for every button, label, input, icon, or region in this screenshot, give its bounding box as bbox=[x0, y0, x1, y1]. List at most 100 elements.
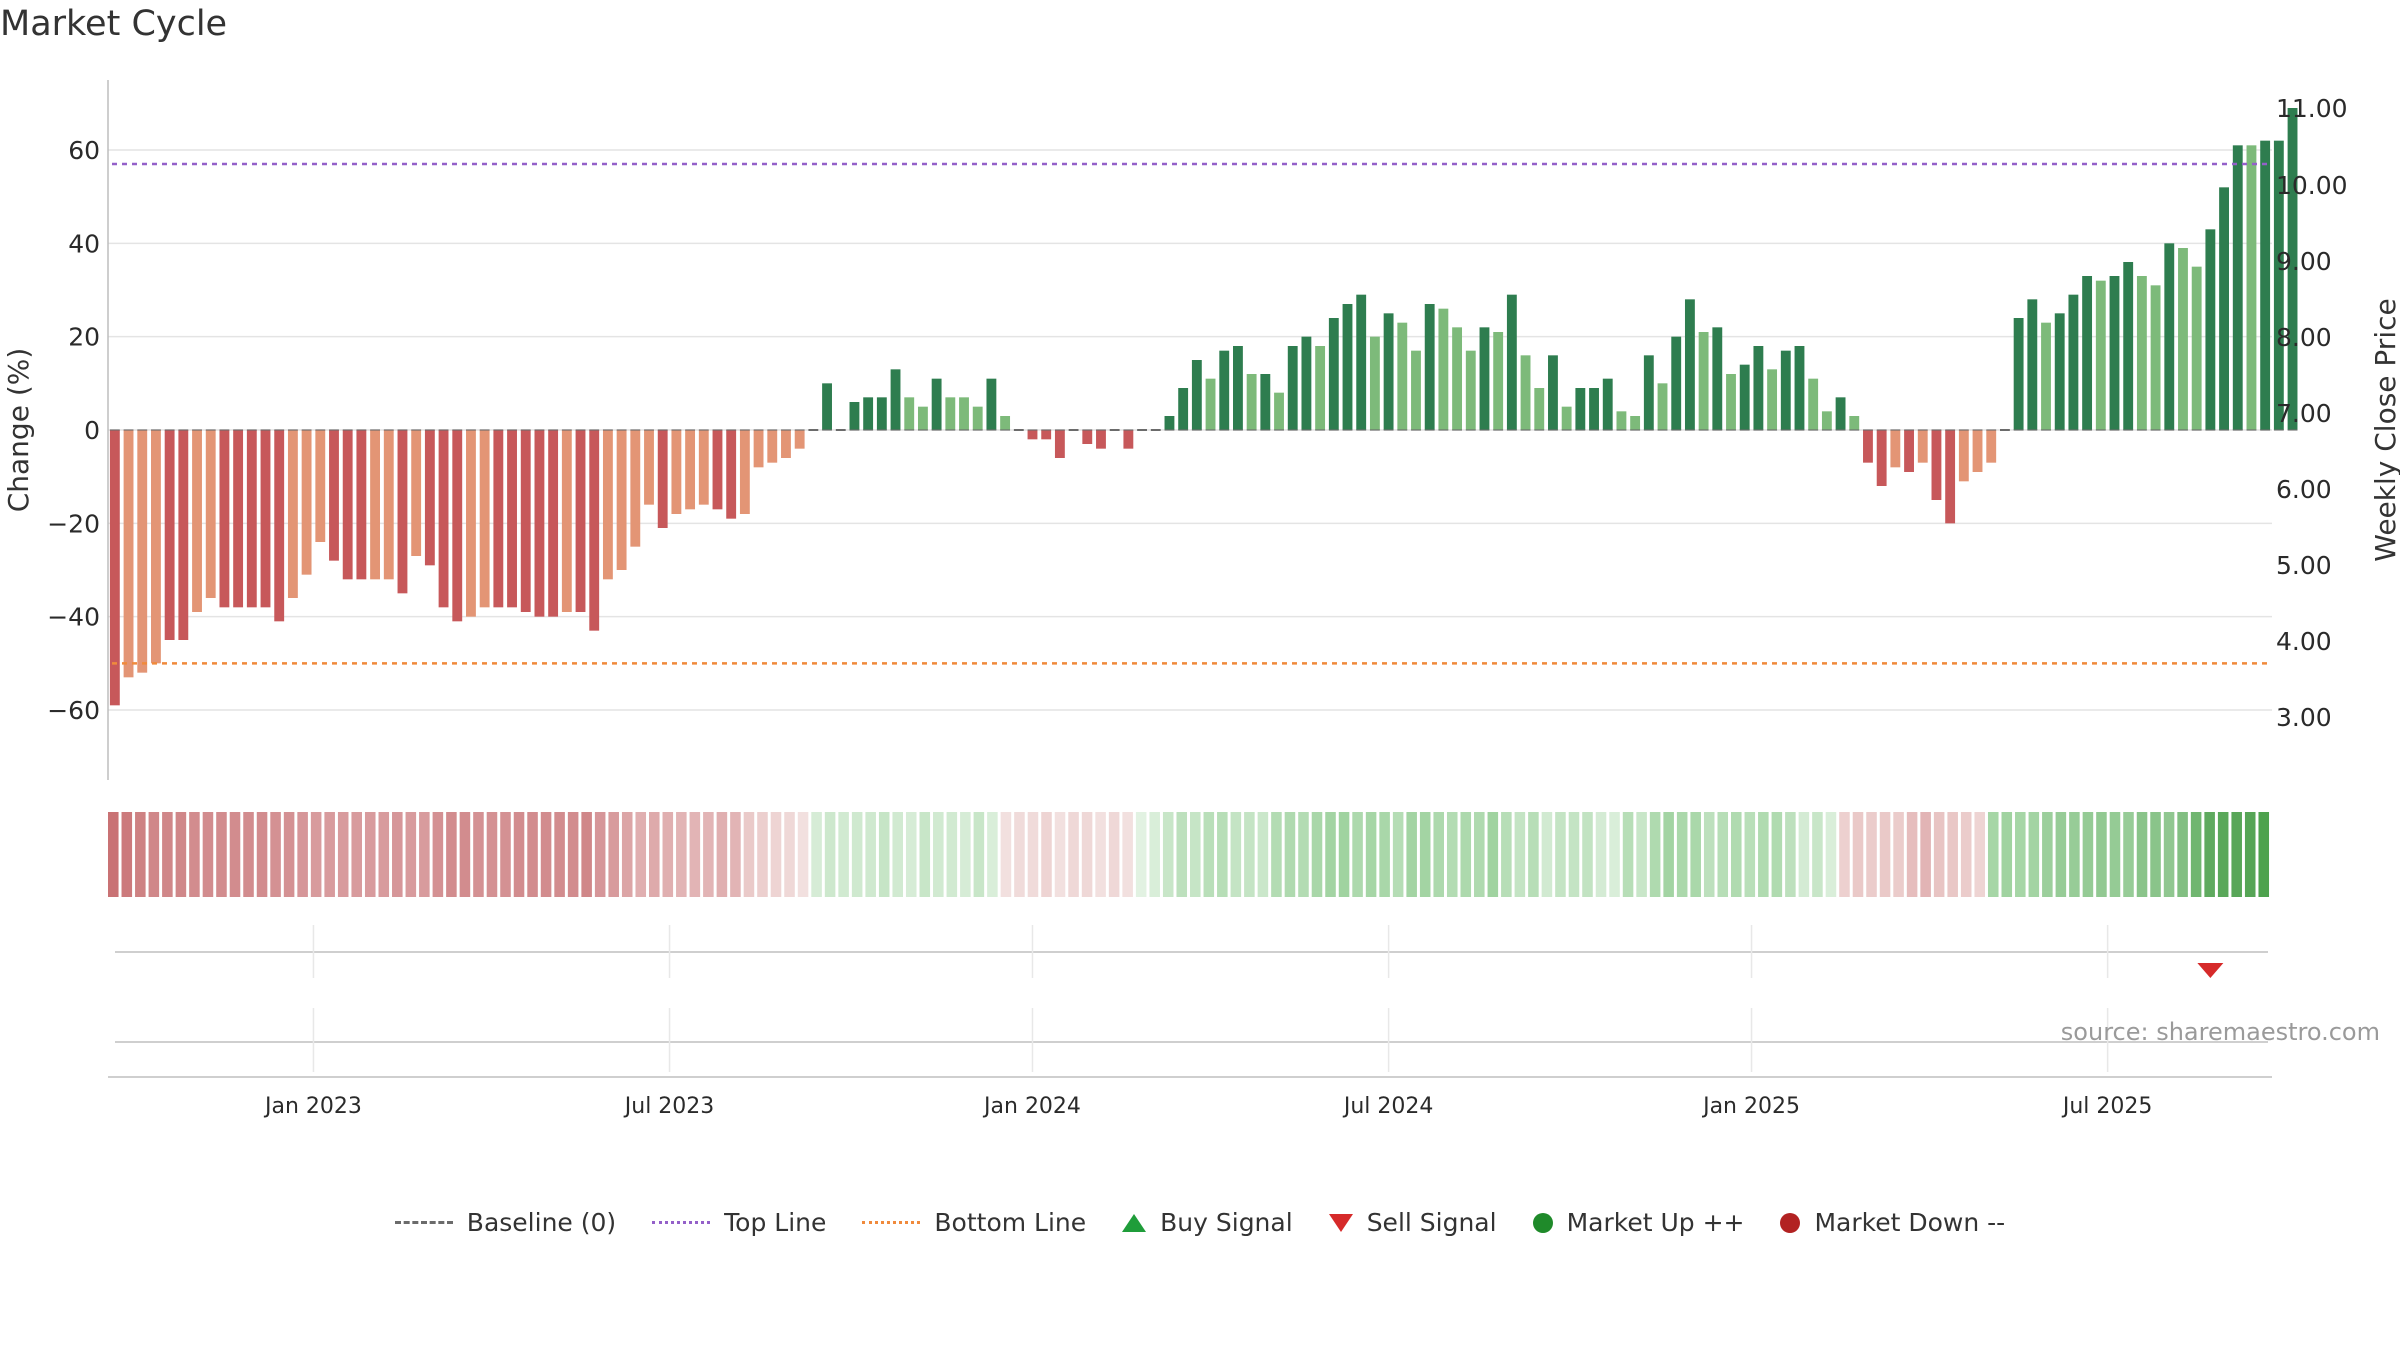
bar bbox=[671, 430, 682, 514]
heat-cell bbox=[2015, 812, 2026, 897]
heat-cell bbox=[2217, 812, 2229, 897]
legend-item-market-up[interactable]: Market Up ++ bbox=[1532, 1208, 1744, 1237]
triangle-down-icon bbox=[1328, 1213, 1353, 1232]
heat-cell bbox=[1203, 812, 1215, 897]
bar-baseline-tick bbox=[1945, 429, 1956, 431]
bar bbox=[589, 430, 600, 631]
heat-cell bbox=[2244, 812, 2256, 897]
bar bbox=[1191, 360, 1202, 430]
bottom-line-dot-icon bbox=[862, 1221, 921, 1224]
bar bbox=[466, 430, 476, 617]
bar-baseline-tick bbox=[2041, 429, 2051, 431]
bar-baseline-tick bbox=[383, 429, 394, 431]
bar-baseline-tick bbox=[2068, 429, 2079, 431]
bar bbox=[1150, 429, 1161, 431]
bar-baseline-tick bbox=[1219, 429, 1230, 431]
x-tick-label: Jan 2024 bbox=[982, 1094, 1081, 1119]
bar-baseline-tick bbox=[205, 429, 216, 431]
heat-cell bbox=[1284, 812, 1296, 897]
heat-cell bbox=[621, 812, 633, 897]
bar bbox=[1506, 294, 1517, 430]
heat-cell bbox=[2258, 812, 2270, 897]
heat-cell bbox=[1798, 812, 1810, 897]
heat-cell bbox=[987, 812, 998, 897]
bar bbox=[863, 397, 874, 430]
bar bbox=[315, 430, 326, 542]
bar bbox=[726, 430, 737, 519]
bar bbox=[1849, 416, 1860, 430]
heat-cell bbox=[608, 812, 619, 897]
bar bbox=[1890, 430, 1901, 468]
heat-cell bbox=[770, 812, 782, 897]
bar bbox=[1465, 350, 1476, 430]
bar-baseline-tick bbox=[2246, 429, 2257, 431]
heat-cell bbox=[1744, 812, 1756, 897]
bar-baseline-tick bbox=[520, 429, 531, 431]
heat-cell bbox=[324, 812, 335, 897]
bar bbox=[685, 430, 696, 510]
bar-baseline-tick bbox=[1753, 429, 1764, 431]
heat-cell bbox=[1000, 812, 1012, 897]
bar bbox=[260, 430, 271, 608]
bar-baseline-tick bbox=[2150, 429, 2161, 431]
y-tick-label-left: −20 bbox=[47, 509, 100, 538]
heat-cell bbox=[1785, 812, 1796, 897]
bar-baseline-tick bbox=[452, 429, 463, 431]
bar bbox=[1164, 416, 1175, 430]
heat-cell bbox=[1771, 812, 1783, 897]
bar bbox=[1548, 355, 1558, 430]
bar bbox=[1233, 346, 1243, 430]
heat-cell bbox=[1609, 812, 1620, 897]
heat-cell bbox=[2001, 812, 2013, 897]
bar bbox=[164, 430, 175, 640]
bar bbox=[1575, 388, 1586, 430]
heat-cell bbox=[297, 812, 308, 897]
bar-baseline-tick bbox=[1369, 429, 1380, 431]
heat-cell bbox=[649, 812, 660, 897]
bar-baseline-tick bbox=[1876, 429, 1887, 431]
heat-cell bbox=[960, 812, 971, 897]
bar-baseline-tick bbox=[1589, 429, 1599, 431]
heat-cell bbox=[364, 812, 376, 897]
heat-cell bbox=[1135, 812, 1147, 897]
heat-cell bbox=[1636, 812, 1647, 897]
heat-cell bbox=[121, 812, 133, 897]
legend-item-top-line[interactable]: Top Line bbox=[652, 1208, 826, 1237]
heat-strip bbox=[108, 812, 2270, 897]
bar bbox=[1602, 378, 1613, 430]
legend-item-bottom-line[interactable]: Bottom Line bbox=[862, 1208, 1086, 1237]
heat-cell bbox=[202, 812, 214, 897]
heat-cell bbox=[216, 812, 227, 897]
legend-item-baseline[interactable]: Baseline (0) bbox=[394, 1208, 616, 1237]
heat-cell bbox=[2055, 812, 2067, 897]
x-tick-label: Jul 2024 bbox=[1342, 1094, 1434, 1119]
y-tick-label-right: 11.00 bbox=[2276, 94, 2348, 123]
bar-baseline-tick bbox=[2123, 429, 2134, 431]
bar bbox=[1328, 318, 1339, 430]
heat-cell bbox=[2123, 812, 2134, 897]
bar bbox=[2082, 276, 2093, 430]
bar-baseline-tick bbox=[1548, 429, 1558, 431]
heat-cell bbox=[2109, 812, 2121, 897]
heat-cell bbox=[2082, 812, 2094, 897]
heat-cell bbox=[1568, 812, 1580, 897]
legend-item-market-down[interactable]: Market Down -- bbox=[1780, 1208, 2005, 1237]
bar-baseline-tick bbox=[1972, 429, 1983, 431]
heat-cell bbox=[784, 812, 795, 897]
bar bbox=[1438, 308, 1449, 430]
bar bbox=[1931, 430, 1942, 500]
bar-baseline-tick bbox=[2260, 429, 2271, 431]
bar-baseline-tick bbox=[1575, 429, 1586, 431]
legend-item-sell-signal[interactable]: Sell Signal bbox=[1328, 1208, 1497, 1237]
bar bbox=[917, 406, 928, 430]
heat-cell bbox=[1230, 812, 1242, 897]
bar-baseline-tick bbox=[342, 429, 353, 431]
bar-baseline-tick bbox=[1726, 429, 1736, 431]
heat-cell bbox=[1649, 812, 1661, 897]
bar bbox=[575, 430, 586, 612]
bar-baseline-tick bbox=[2095, 429, 2106, 431]
heat-cell bbox=[1474, 812, 1485, 897]
heat-cell bbox=[554, 812, 565, 897]
bar bbox=[2095, 280, 2106, 430]
legend-item-buy-signal[interactable]: Buy Signal bbox=[1122, 1208, 1293, 1237]
